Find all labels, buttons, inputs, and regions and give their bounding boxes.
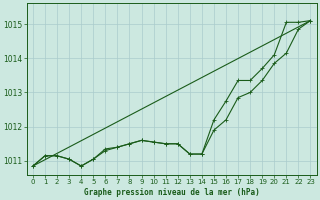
X-axis label: Graphe pression niveau de la mer (hPa): Graphe pression niveau de la mer (hPa)	[84, 188, 260, 197]
